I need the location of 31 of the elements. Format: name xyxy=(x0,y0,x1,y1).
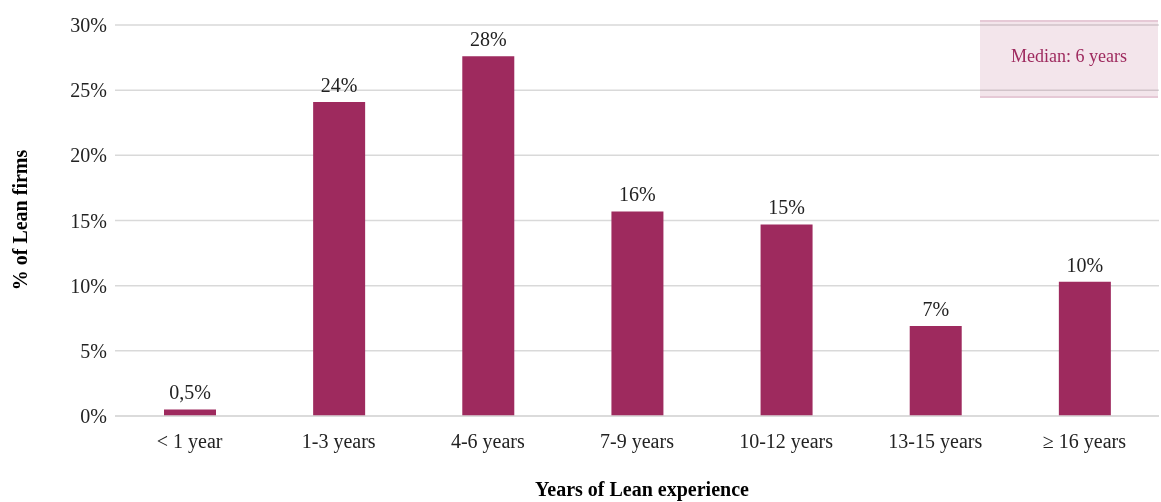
bar xyxy=(164,409,216,416)
bar xyxy=(313,101,366,416)
y-axis-title: % of Lean firms xyxy=(8,149,32,291)
data-label: 10% xyxy=(1066,253,1104,276)
x-tick-label: < 1 year xyxy=(156,430,223,454)
bar xyxy=(760,224,813,416)
annotation: Median: 6 years xyxy=(1011,46,1127,67)
data-label: 0,5% xyxy=(169,381,211,404)
x-tick-label: 1-3 years xyxy=(301,430,376,454)
y-tick-label: 0% xyxy=(80,405,107,428)
y-tick-label: 30% xyxy=(70,14,107,37)
y-tick-label: 10% xyxy=(70,274,107,297)
x-axis-title: Years of Lean experience xyxy=(535,478,749,501)
x-tick-label: 13-15 years xyxy=(888,430,983,454)
y-tick-label: 20% xyxy=(70,144,107,167)
bar xyxy=(909,326,962,416)
x-tick-label: 7-9 years xyxy=(600,430,675,454)
y-tick-label: 5% xyxy=(80,339,107,362)
y-tick-label: 25% xyxy=(70,79,107,102)
x-tick-label: 10-12 years xyxy=(739,430,834,454)
bar xyxy=(462,56,515,416)
data-label: 15% xyxy=(768,196,805,219)
data-label: 24% xyxy=(320,73,358,96)
bar xyxy=(611,211,664,416)
bar xyxy=(1058,281,1111,416)
data-label: 16% xyxy=(619,183,656,206)
x-tick-label: ≥ 16 years xyxy=(1042,430,1127,454)
x-tick-label: 4-6 years xyxy=(450,430,525,454)
data-label: 7% xyxy=(922,298,950,321)
data-label: 28% xyxy=(469,28,507,51)
y-tick-label: 15% xyxy=(70,209,107,232)
